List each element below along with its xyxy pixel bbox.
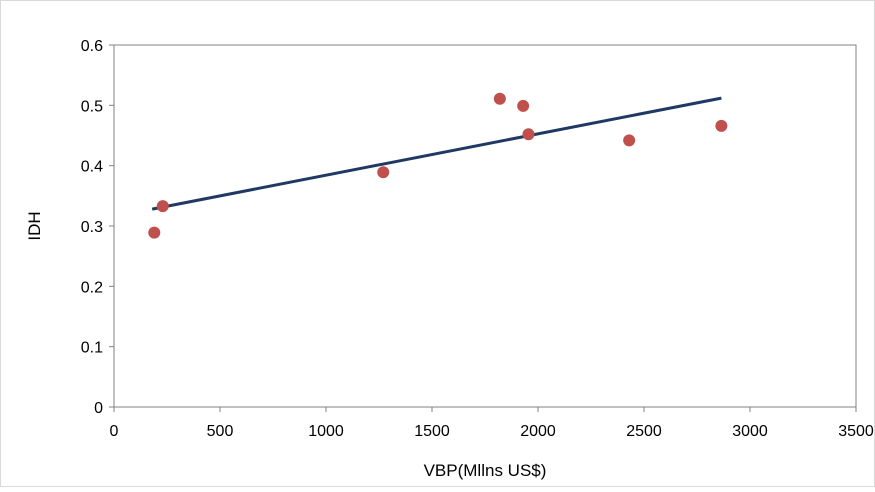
x-axis-ticks: 0 500 1000 1500 2000 2500 3000 3500: [110, 407, 874, 440]
data-point: [522, 128, 535, 141]
y-tick-label: 0: [94, 400, 103, 417]
y-axis-title: IDH: [25, 211, 44, 240]
y-tick-label: 0.3: [81, 219, 103, 236]
y-tick-label: 0.1: [81, 340, 103, 357]
x-tick-label: 1500: [414, 423, 450, 440]
y-tick-label: 0.6: [81, 38, 103, 55]
data-point: [377, 166, 390, 179]
x-tick-label: 2000: [520, 423, 556, 440]
data-point: [493, 92, 506, 105]
data-point: [148, 226, 161, 239]
x-axis-title: VBP(Mllns US$): [424, 461, 547, 480]
data-point: [715, 119, 728, 132]
y-tick-label: 0.4: [81, 159, 103, 176]
y-axis-ticks: 0 0.1 0.2 0.3 0.4 0.5 0.6: [81, 38, 114, 417]
x-tick-label: 1000: [308, 423, 344, 440]
x-tick-label: 0: [110, 423, 119, 440]
series-layer: [148, 92, 728, 239]
x-tick-label: 2500: [626, 423, 662, 440]
y-tick-label: 0.2: [81, 279, 103, 296]
trendline: [151, 96, 722, 211]
data-point: [517, 99, 530, 112]
data-point: [623, 134, 636, 147]
y-tick-label: 0.5: [81, 98, 103, 115]
x-tick-label: 3000: [732, 423, 768, 440]
x-tick-label: 3500: [838, 423, 874, 440]
data-point: [156, 200, 169, 213]
x-tick-label: 500: [207, 423, 234, 440]
